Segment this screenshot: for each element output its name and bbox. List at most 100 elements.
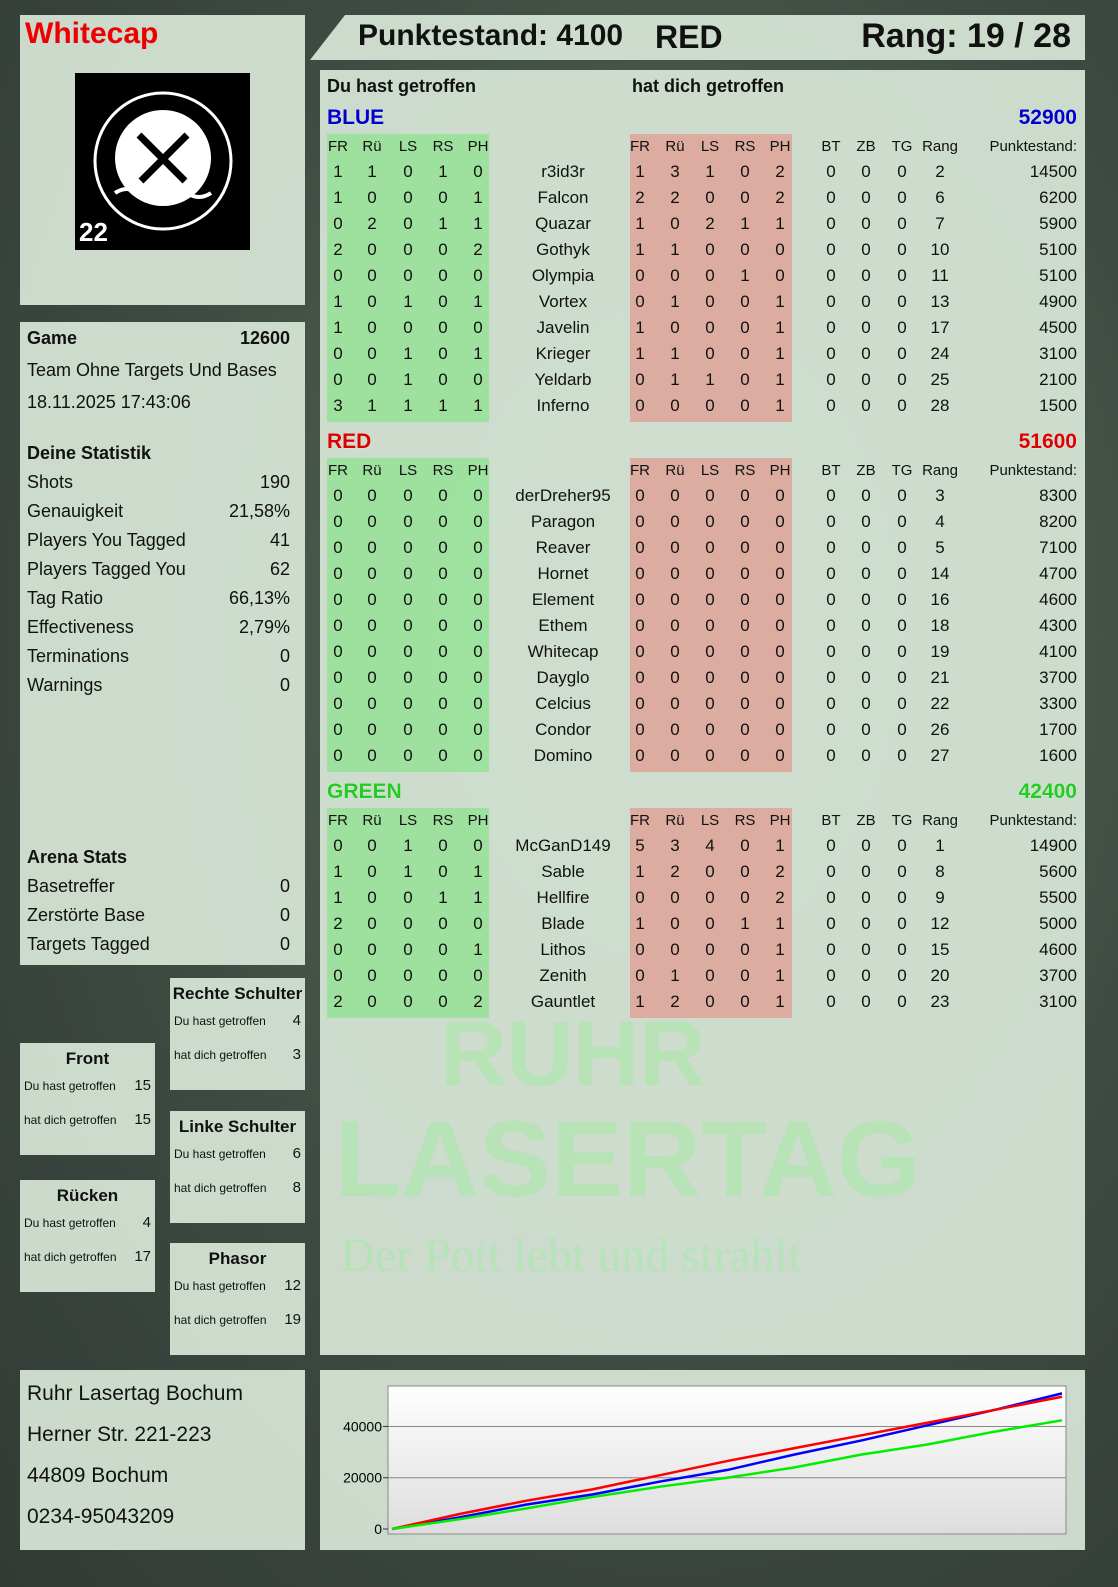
hit-you-count: 0 [740, 162, 750, 181]
you-hit-count: 0 [473, 642, 483, 661]
hit-you-count: 1 [740, 914, 750, 933]
hit-you-count: 1 [775, 370, 785, 389]
player-score: 3700 [1039, 966, 1077, 985]
zb-value: 0 [861, 914, 871, 933]
address-line: Ruhr Lasertag Bochum [27, 1382, 243, 1405]
hit-you-count: 0 [775, 720, 785, 739]
you-hit-count: 1 [473, 396, 483, 415]
player-row: 0 0 0 0 0 Olympia 0 0 0 1 0 0 0 0 11 5100 [320, 266, 1085, 292]
hit-you-count: 0 [635, 266, 645, 285]
you-hit-count: 0 [333, 616, 343, 635]
you-hit-count: 0 [438, 486, 448, 505]
zb-value: 0 [861, 992, 871, 1011]
hit-you-count: 0 [740, 292, 750, 311]
player-name: Gothyk [536, 240, 590, 259]
column-header: LS [398, 462, 418, 479]
column-header: BT [821, 138, 841, 155]
rank-value: 26 [930, 720, 950, 739]
hit-you-columns-bg [630, 134, 792, 422]
zb-value: 0 [861, 940, 871, 959]
player-name: Sable [541, 862, 585, 881]
player-score: 3300 [1039, 694, 1077, 713]
you-hit-count: 0 [367, 344, 377, 363]
column-header: TG [891, 812, 913, 829]
zone-hit-you-value: 8 [292, 1179, 301, 1196]
hit-you-count: 0 [740, 564, 750, 583]
hit-you-count: 0 [740, 486, 750, 505]
hit-you-count: 1 [740, 266, 750, 285]
hit-you-count: 0 [670, 940, 680, 959]
rank-value: 5 [935, 538, 945, 557]
you-hit-count: 0 [333, 720, 343, 739]
column-header: RS [734, 812, 756, 829]
game-label: Game [27, 328, 78, 348]
arena-title: Arena Stats [27, 847, 128, 867]
zone-title: Phasor [208, 1249, 267, 1268]
player-row: 0 0 0 0 0 Domino 0 0 0 0 0 0 0 0 27 1600 [320, 746, 1085, 772]
hit-you-count: 2 [670, 992, 680, 1011]
you-hit-count: 2 [333, 914, 343, 933]
zone-front: Front Du hast getroffen 15 hat dich getroff… [20, 1043, 155, 1155]
hit-you-count: 1 [740, 214, 750, 233]
you-hit-count: 0 [473, 966, 483, 985]
hit-you-count: 0 [705, 914, 715, 933]
hit-you-count: 0 [670, 694, 680, 713]
you-hit-count: 0 [473, 616, 483, 635]
player-row: 2 0 0 0 0 Blade 1 0 0 1 1 0 0 0 12 5000 [320, 914, 1085, 940]
you-hit-count: 1 [438, 888, 448, 907]
zone-hit-you-value: 15 [134, 1111, 151, 1128]
zone-rechte-schulter: Rechte Schulter Du hast getroffen 4 hat dic… [170, 978, 305, 1090]
score-label: Punktestand: 4100 [358, 19, 624, 52]
column-header: Rü [665, 462, 685, 479]
you-hit-count: 0 [367, 486, 377, 505]
zb-value: 0 [861, 668, 871, 687]
zone-you-hit-label: Du hast getroffen [174, 1014, 266, 1028]
player-row: 0 0 0 0 0 Celcius 0 0 0 0 0 0 0 0 22 3300 [320, 694, 1085, 720]
you-hit-count: 0 [438, 720, 448, 739]
you-hit-count: 0 [438, 240, 448, 259]
you-hit-count: 0 [438, 590, 448, 609]
hit-you-count: 0 [740, 642, 750, 661]
hit-you-count: 1 [775, 344, 785, 363]
hit-you-columns-bg [630, 808, 792, 1018]
hit-you-count: 0 [740, 538, 750, 557]
hit-you-count: 0 [705, 344, 715, 363]
you-hit-count: 0 [367, 564, 377, 583]
stat-label: Terminations [27, 646, 130, 666]
series-line [391, 1392, 1063, 1531]
column-header: Punktestand: [989, 812, 1077, 829]
player-row: 0 0 0 0 0 Hornet 0 0 0 0 0 0 0 0 14 4700 [320, 564, 1085, 590]
score-chart: 0 20000 40000 [343, 1385, 1067, 1537]
hit-you-count: 0 [670, 668, 680, 687]
hit-you-count: 1 [775, 914, 785, 933]
hit-you-count: 0 [775, 590, 785, 609]
you-hit-count: 0 [473, 694, 483, 713]
player-score: 7100 [1039, 538, 1077, 557]
rank-value: 3 [935, 486, 945, 505]
you-hit-count: 0 [367, 370, 377, 389]
zone-title: Rechte Schulter [172, 984, 303, 1003]
player-score: 4500 [1039, 318, 1077, 337]
rank-value: 19 [930, 642, 950, 661]
hit-you-count: 0 [705, 266, 715, 285]
you-hit-count: 0 [367, 720, 377, 739]
player-row: 1 0 1 0 1 Vortex 0 1 0 0 1 0 0 0 13 4900 [320, 292, 1085, 318]
tg-value: 0 [897, 720, 907, 739]
zone-you-hit-label: Du hast getroffen [24, 1216, 116, 1230]
player-name: Whitecap [527, 642, 599, 661]
you-hit-count: 1 [333, 162, 343, 181]
hit-you-count: 0 [740, 966, 750, 985]
you-hit-count: 2 [473, 240, 483, 259]
you-hit-count: 0 [367, 512, 377, 531]
hit-you-count: 0 [740, 836, 750, 855]
hit-you-count: 0 [635, 966, 645, 985]
hit-you-count: 2 [705, 214, 715, 233]
zone-hit-you-label: hat dich getroffen [24, 1113, 117, 1127]
hit-you-count: 2 [670, 188, 680, 207]
rank-value: 17 [930, 318, 950, 337]
hit-you-count: 0 [740, 862, 750, 881]
hit-you-count: 0 [670, 564, 680, 583]
hit-you-count: 0 [670, 214, 680, 233]
zone-you-hit-value: 15 [134, 1077, 151, 1094]
bt-value: 0 [826, 538, 836, 557]
